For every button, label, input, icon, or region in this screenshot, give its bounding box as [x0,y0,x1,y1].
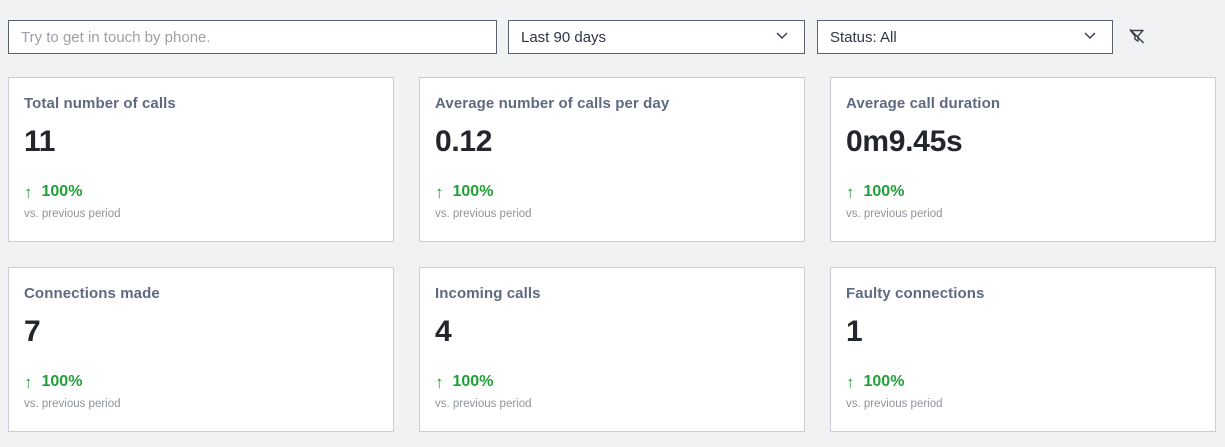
kpi-card-avg-call-duration: Average call duration 0m9.45s ↑ 100% vs.… [830,77,1216,242]
comparison-label: vs. previous period [24,398,121,410]
period-dropdown-value: Last 90 days [521,28,607,46]
search-input[interactable] [9,21,496,53]
trend-percent: 100% [863,183,905,200]
kpi-card-incoming-calls: Incoming calls 4 ↑ 100% vs. previous per… [419,267,805,432]
trend-percent: 100% [863,373,905,390]
card-title: Average number of calls per day [435,95,670,112]
card-trend: ↑ 100% [846,183,1199,201]
status-dropdown-value: Status: All [830,28,897,46]
card-value: 7 [24,315,41,348]
comparison-label: vs. previous period [435,208,532,220]
arrow-up-icon: ↑ [24,182,33,202]
comparison-label: vs. previous period [846,208,943,220]
card-trend: ↑ 100% [24,183,377,201]
status-dropdown[interactable]: Status: All [817,20,1113,54]
card-title: Connections made [24,285,160,302]
kpi-card-faulty-connections: Faulty connections 1 ↑ 100% vs. previous… [830,267,1216,432]
arrow-up-icon: ↑ [846,372,855,392]
trend-percent: 100% [452,183,494,200]
card-value: 1 [846,315,863,348]
comparison-label: vs. previous period [435,398,532,410]
card-title: Faulty connections [846,285,985,302]
search-box [8,20,497,54]
chevron-down-icon [774,27,790,48]
card-trend: ↑ 100% [846,373,1199,391]
card-title: Average call duration [846,95,1001,112]
arrow-up-icon: ↑ [846,182,855,202]
card-value: 11 [24,125,56,158]
card-trend: ↑ 100% [435,373,788,391]
card-trend: ↑ 100% [435,183,788,201]
clear-filter-icon [1126,26,1147,50]
trend-percent: 100% [41,373,83,390]
period-dropdown[interactable]: Last 90 days [508,20,805,54]
kpi-card-avg-calls-per-day: Average number of calls per day 0.12 ↑ 1… [419,77,805,242]
card-title: Incoming calls [435,285,541,302]
kpi-card-connections-made: Connections made 7 ↑ 100% vs. previous p… [8,267,394,432]
arrow-up-icon: ↑ [24,372,33,392]
card-title: Total number of calls [24,95,176,112]
card-value: 0.12 [435,125,493,158]
kpi-card-total-calls: Total number of calls 11 ↑ 100% vs. prev… [8,77,394,242]
trend-percent: 100% [452,373,494,390]
card-value: 4 [435,315,452,348]
chevron-down-icon [1082,27,1098,48]
arrow-up-icon: ↑ [435,372,444,392]
trend-percent: 100% [41,183,83,200]
comparison-label: vs. previous period [846,398,943,410]
card-value: 0m9.45s [846,125,963,158]
clear-filter-button[interactable] [1125,27,1147,49]
arrow-up-icon: ↑ [435,182,444,202]
card-trend: ↑ 100% [24,373,377,391]
comparison-label: vs. previous period [24,208,121,220]
